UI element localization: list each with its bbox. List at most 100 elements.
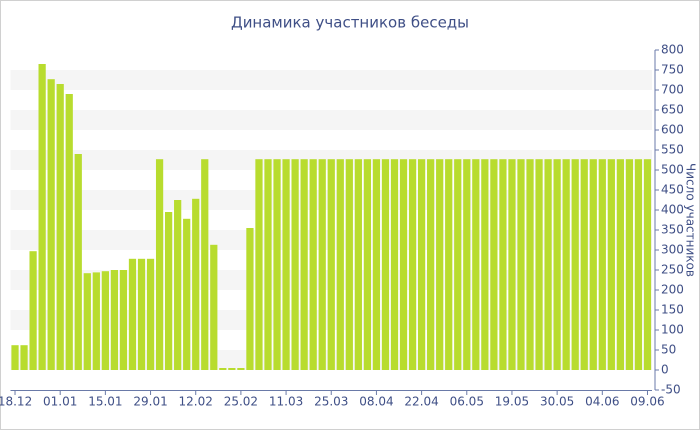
x-tick-label: 19.05 [495, 395, 529, 409]
y-tick-label: 300 [661, 243, 684, 257]
x-tick-label: 29.01 [133, 395, 167, 409]
x-tick-label: 15.01 [88, 395, 122, 409]
bar [183, 218, 191, 370]
y-tick-label: 550 [661, 143, 684, 157]
bar [345, 159, 353, 370]
x-tick-label: 22.04 [404, 395, 438, 409]
bar [607, 159, 615, 370]
bar [282, 159, 290, 370]
bar [589, 159, 597, 370]
bar [137, 258, 146, 370]
bar [83, 273, 91, 370]
bar [246, 228, 254, 370]
bar [535, 159, 543, 370]
y-tick-label: 0 [661, 363, 669, 377]
x-tick-label: 01.01 [43, 395, 77, 409]
bar [408, 159, 417, 370]
x-tick-label: 18.12 [0, 395, 32, 409]
bar [56, 84, 64, 370]
y-axis-title: Число участников [684, 163, 698, 277]
y-tick-label: 350 [661, 223, 684, 237]
x-tick-label: 04.06 [585, 395, 619, 409]
bar [372, 159, 381, 370]
bar [92, 272, 100, 370]
bar [309, 159, 317, 370]
bar [192, 198, 200, 370]
bar [517, 159, 525, 370]
bar [625, 159, 634, 370]
y-tick-label: 650 [661, 103, 684, 117]
bar [210, 244, 218, 370]
bar [119, 270, 128, 370]
x-tick-label: 25.02 [224, 395, 258, 409]
y-tick-label: 250 [661, 263, 684, 277]
grid-band [10, 70, 652, 90]
x-tick-label: 09.06 [630, 395, 664, 409]
y-tick-label: 100 [661, 323, 684, 337]
bar [155, 159, 164, 370]
bar [29, 251, 37, 370]
y-tick-label: -50 [661, 383, 681, 397]
bar [436, 159, 444, 370]
bar [336, 159, 344, 370]
bar [264, 159, 272, 370]
bar [399, 159, 408, 370]
grid-band [10, 110, 652, 130]
bar [381, 159, 390, 370]
bar [553, 159, 561, 370]
bar [201, 159, 209, 370]
bar [363, 159, 372, 370]
x-tick-label: 30.05 [540, 395, 574, 409]
bar [354, 159, 362, 370]
bar [165, 212, 173, 370]
bar [571, 159, 579, 370]
bar [101, 271, 109, 370]
bar [65, 94, 73, 370]
x-tick-label: 12.02 [179, 395, 213, 409]
x-tick-label: 11.03 [269, 395, 303, 409]
y-tick-label: 400 [661, 203, 684, 217]
bar [616, 159, 624, 370]
y-tick-label: 600 [661, 123, 684, 137]
y-tick-label: 450 [661, 183, 684, 197]
bar [74, 154, 82, 370]
bar [463, 159, 471, 370]
chart-title: Динамика участников беседы [231, 14, 469, 32]
bar [481, 159, 489, 370]
bar [472, 159, 480, 370]
bar [38, 64, 46, 370]
x-tick-label: 08.04 [359, 395, 393, 409]
x-tick-label: 25.03 [314, 395, 348, 409]
bar [490, 159, 498, 370]
bar [110, 270, 119, 370]
bar [273, 159, 281, 370]
bar [634, 159, 643, 370]
bar [390, 159, 399, 370]
bar [174, 200, 182, 370]
bar [526, 159, 534, 370]
bar [47, 79, 55, 370]
bar [427, 159, 435, 370]
y-tick-label: 700 [661, 83, 684, 97]
y-tick-label: 200 [661, 283, 684, 297]
bar [11, 345, 19, 370]
bar [544, 159, 552, 370]
bar [291, 159, 299, 370]
y-tick-label: 500 [661, 163, 684, 177]
y-tick-label: 150 [661, 303, 684, 317]
bar [219, 368, 227, 370]
bar [417, 159, 426, 370]
x-tick-label: 06.05 [450, 395, 484, 409]
y-tick-label: 50 [661, 343, 676, 357]
y-tick-label: 750 [661, 63, 684, 77]
bar [128, 258, 137, 370]
bar [454, 159, 462, 370]
bar [508, 159, 516, 370]
bar [445, 159, 453, 370]
bar [643, 159, 652, 370]
bar [255, 159, 263, 370]
bar [20, 345, 28, 370]
bar [562, 159, 570, 370]
y-tick-label: 800 [661, 43, 684, 57]
